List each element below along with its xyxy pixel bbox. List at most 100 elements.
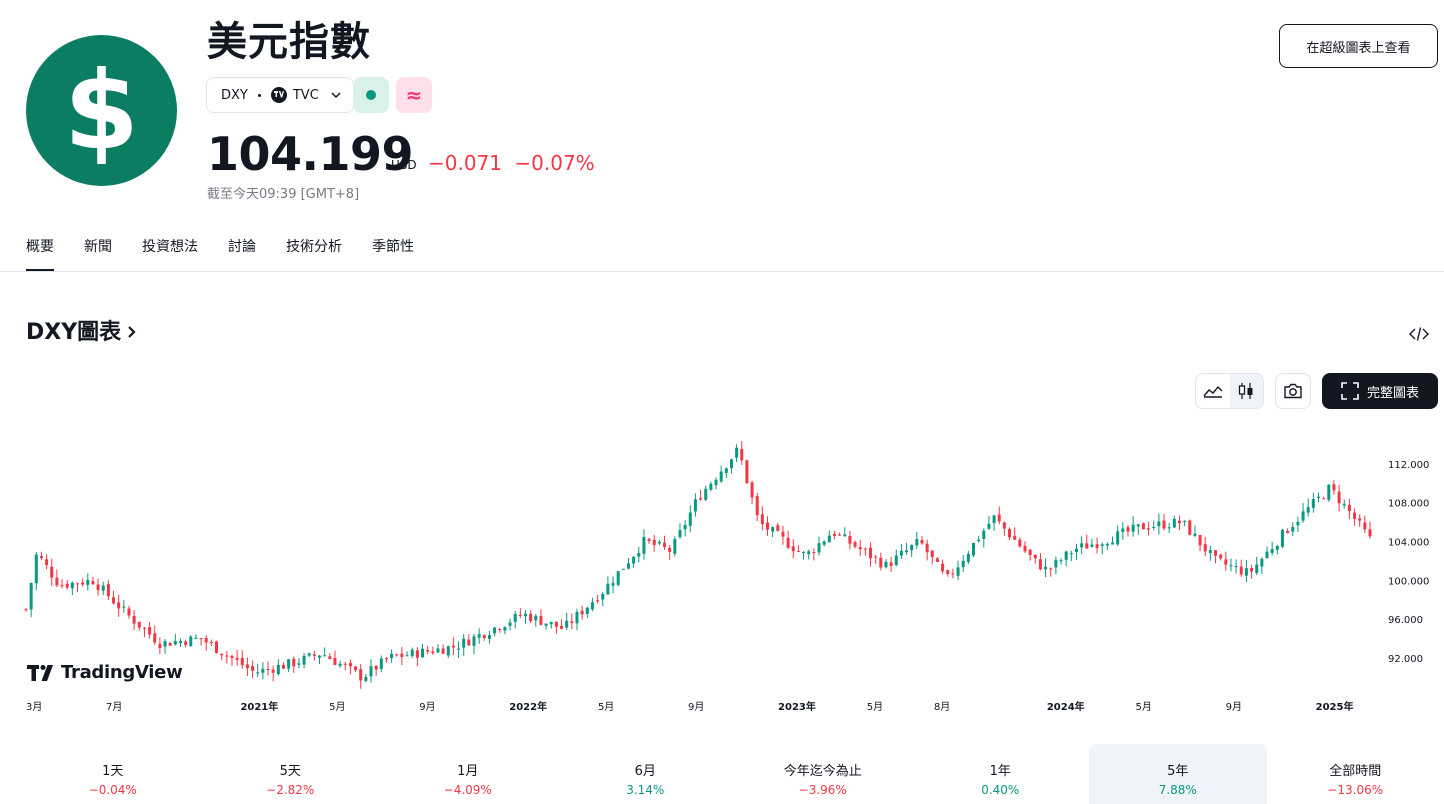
embed-code-icon[interactable] xyxy=(1406,322,1432,346)
period-button[interactable]: 全部時間 −13.06% xyxy=(1267,744,1444,804)
candle-body xyxy=(1147,528,1151,530)
tab-item[interactable]: 新聞 xyxy=(84,239,112,255)
candle-body xyxy=(204,638,208,643)
candle-body xyxy=(446,646,450,656)
candle-body xyxy=(1111,542,1115,545)
candle-body xyxy=(199,638,203,640)
x-tick-label: 9月 xyxy=(1226,701,1242,713)
candle-body xyxy=(606,583,610,595)
symbol-selector[interactable]: DXY TVC xyxy=(206,77,354,113)
period-button[interactable]: 5天 −2.82% xyxy=(202,744,380,804)
candle-body xyxy=(1317,496,1321,498)
candle-body xyxy=(426,650,430,652)
candle-body xyxy=(549,621,553,625)
candle-body xyxy=(498,628,502,630)
candle-body xyxy=(482,635,486,638)
candle-body xyxy=(431,651,435,654)
candle-body xyxy=(802,552,806,554)
candle-body xyxy=(256,672,260,674)
candle-body xyxy=(848,535,852,544)
chart-title-link[interactable]: DXY圖表 xyxy=(26,317,137,349)
candle-body xyxy=(601,593,605,600)
approx-button[interactable]: ≈ xyxy=(396,77,432,113)
tab-item[interactable]: 討論 xyxy=(228,239,256,255)
candle-body xyxy=(1270,549,1274,553)
candle-body xyxy=(65,583,69,588)
candle-body xyxy=(55,577,59,586)
tab-bar: 概要 新聞 投資想法 討論 技術分析 季節性 xyxy=(26,236,444,272)
svg-text:$: $ xyxy=(64,49,139,174)
period-label: 1年 xyxy=(989,764,1011,779)
candle-body xyxy=(869,547,873,559)
price-chart[interactable]: 112.000 108.000 104.000 100.000 96.000 92.000… xyxy=(24,425,1444,725)
snapshot-button[interactable] xyxy=(1275,373,1311,409)
currency-label: USD xyxy=(391,158,417,172)
candle-chart-button[interactable] xyxy=(1229,374,1263,408)
candle-body xyxy=(137,621,141,628)
candle-body xyxy=(245,664,249,669)
candle-body xyxy=(1023,545,1027,552)
candle-body xyxy=(1198,534,1202,546)
period-button[interactable]: 5年 7.88% xyxy=(1089,744,1267,804)
candle-body xyxy=(992,515,996,524)
market-status-button[interactable] xyxy=(353,77,389,113)
candle-body xyxy=(189,636,193,647)
candle-body xyxy=(1131,524,1135,532)
candle-body xyxy=(184,641,188,645)
candle-body xyxy=(421,648,425,658)
period-button[interactable]: 1天 −0.04% xyxy=(24,744,202,804)
candle-body xyxy=(1219,554,1223,559)
candle-body xyxy=(570,621,574,623)
candle-body xyxy=(1069,553,1073,555)
view-super-chart-button[interactable]: 在超級圖表上查看 xyxy=(1279,24,1438,68)
x-tick-label: 2022年 xyxy=(509,700,547,713)
candle-body xyxy=(1116,531,1120,545)
full-chart-button[interactable]: 完整圖表 xyxy=(1322,373,1438,409)
tab-item[interactable]: 技術分析 xyxy=(286,239,342,255)
candle-body xyxy=(941,563,945,572)
candle-body xyxy=(1008,529,1012,538)
candle-body xyxy=(323,655,327,657)
candle-body xyxy=(209,641,213,643)
candle-body xyxy=(194,637,198,639)
separator-dot xyxy=(257,93,261,97)
tradingview-watermark: TradingView xyxy=(27,662,183,683)
candle-body xyxy=(457,648,461,650)
candle-body xyxy=(96,584,100,591)
chart-title: DXY圖表 xyxy=(26,320,122,345)
tab-item[interactable]: 投資想法 xyxy=(142,239,198,255)
candle-body xyxy=(580,610,584,615)
candle-body xyxy=(142,627,146,629)
candle-body xyxy=(905,550,909,553)
candle-body xyxy=(343,663,347,665)
period-change: 3.14% xyxy=(626,783,665,797)
as-of-time: 截至今天09:39 [GMT+8] xyxy=(207,187,360,202)
tab-item[interactable]: 概要 xyxy=(26,236,54,272)
candle-body xyxy=(565,620,569,628)
area-chart-button[interactable] xyxy=(1196,374,1230,408)
candle-body xyxy=(1141,523,1145,530)
period-button[interactable]: 今年迄今為止 −3.96% xyxy=(734,744,912,804)
tab-item[interactable]: 季節性 xyxy=(372,239,414,255)
candle-body xyxy=(441,648,445,654)
candle-body xyxy=(312,654,316,656)
x-tick-label: 2021年 xyxy=(240,700,278,713)
period-button[interactable]: 6月 3.14% xyxy=(557,744,735,804)
candle-body xyxy=(436,648,440,653)
period-button[interactable]: 1年 0.40% xyxy=(912,744,1090,804)
candle-body xyxy=(1033,554,1037,559)
candle-body xyxy=(1234,566,1238,568)
candle-body xyxy=(91,581,95,585)
candle-body xyxy=(544,623,548,626)
candle-body xyxy=(508,622,512,626)
candle-body xyxy=(369,666,373,677)
candle-body xyxy=(915,539,919,546)
candle-body xyxy=(735,447,739,458)
candle-body xyxy=(127,608,131,616)
period-button[interactable]: 1月 −4.09% xyxy=(379,744,557,804)
candle-body xyxy=(951,573,955,575)
candle-body xyxy=(740,449,744,461)
candle-body xyxy=(688,512,692,526)
candle-body xyxy=(1255,564,1259,574)
candle-body xyxy=(276,665,280,675)
